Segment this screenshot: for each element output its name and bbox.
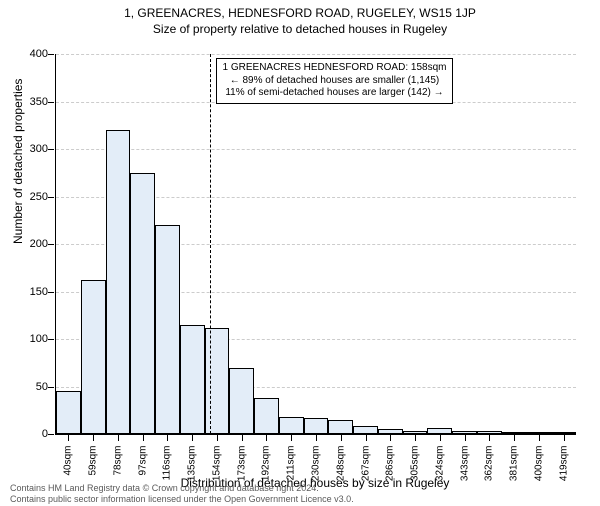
x-tick [167, 435, 168, 441]
histogram-bar [304, 418, 329, 434]
histogram-bar [477, 431, 502, 434]
footer-line2: Contains public sector information licen… [10, 494, 354, 504]
y-tick [48, 292, 54, 293]
y-tick-label: 150 [18, 286, 48, 298]
y-tick [48, 102, 54, 103]
histogram-bar [254, 398, 279, 434]
y-tick [48, 149, 54, 150]
x-tick [465, 435, 466, 441]
x-tick [489, 435, 490, 441]
x-tick [118, 435, 119, 441]
x-tick [93, 435, 94, 441]
x-tick [539, 435, 540, 441]
y-tick [48, 54, 54, 55]
chart-area: Number of detached properties 0501001502… [55, 54, 575, 434]
histogram-bar [229, 368, 254, 435]
x-tick [143, 435, 144, 441]
x-tick [390, 435, 391, 441]
y-tick-label: 100 [18, 333, 48, 345]
gridline [56, 149, 576, 150]
y-tick-label: 250 [18, 191, 48, 203]
histogram-bar [427, 428, 452, 434]
y-tick-label: 300 [18, 143, 48, 155]
y-tick [48, 434, 54, 435]
footer-attribution: Contains HM Land Registry data © Crown c… [10, 483, 354, 504]
annotation-box: 1 GREENACRES HEDNESFORD ROAD: 158sqm← 89… [216, 58, 454, 104]
y-tick-label: 200 [18, 238, 48, 250]
histogram-bar [502, 432, 527, 434]
histogram-bar [155, 225, 180, 434]
y-tick-label: 350 [18, 96, 48, 108]
y-tick-label: 400 [18, 48, 48, 60]
chart-container: 1, GREENACRES, HEDNESFORD ROAD, RUGELEY,… [0, 6, 600, 506]
x-tick [291, 435, 292, 441]
histogram-bar [551, 432, 576, 434]
title-main: 1, GREENACRES, HEDNESFORD ROAD, RUGELEY,… [0, 6, 600, 20]
histogram-bar [526, 432, 551, 434]
x-tick [564, 435, 565, 441]
y-tick [48, 387, 54, 388]
x-tick [316, 435, 317, 441]
x-tick [68, 435, 69, 441]
histogram-bar [452, 431, 477, 434]
annotation-line: 1 GREENACRES HEDNESFORD ROAD: 158sqm [223, 62, 447, 75]
gridline [56, 54, 576, 55]
y-tick [48, 197, 54, 198]
histogram-bar [403, 431, 428, 434]
histogram-bar [279, 417, 304, 434]
x-tick [341, 435, 342, 441]
x-tick [242, 435, 243, 441]
footer-line1: Contains HM Land Registry data © Crown c… [10, 483, 354, 493]
histogram-bar [56, 391, 81, 434]
annotation-line: 11% of semi-detached houses are larger (… [223, 87, 447, 100]
y-tick [48, 339, 54, 340]
annotation-line: ← 89% of detached houses are smaller (1,… [223, 75, 447, 88]
x-tick [192, 435, 193, 441]
y-tick [48, 244, 54, 245]
histogram-bar [106, 130, 131, 434]
histogram-bar [378, 429, 403, 434]
histogram-bar [130, 173, 155, 434]
x-tick [514, 435, 515, 441]
x-tick [217, 435, 218, 441]
histogram-bar [205, 328, 230, 434]
histogram-bar [81, 280, 106, 434]
histogram-bar [353, 426, 378, 434]
x-tick [440, 435, 441, 441]
reference-line [210, 54, 211, 434]
x-tick [415, 435, 416, 441]
x-tick [266, 435, 267, 441]
histogram-bar [180, 325, 205, 434]
histogram-bar [328, 420, 353, 434]
y-tick-label: 50 [18, 381, 48, 393]
plot-area: 05010015020025030035040040sqm59sqm78sqm9… [55, 54, 576, 435]
title-sub: Size of property relative to detached ho… [0, 22, 600, 36]
y-tick-label: 0 [18, 428, 48, 440]
x-tick [366, 435, 367, 441]
